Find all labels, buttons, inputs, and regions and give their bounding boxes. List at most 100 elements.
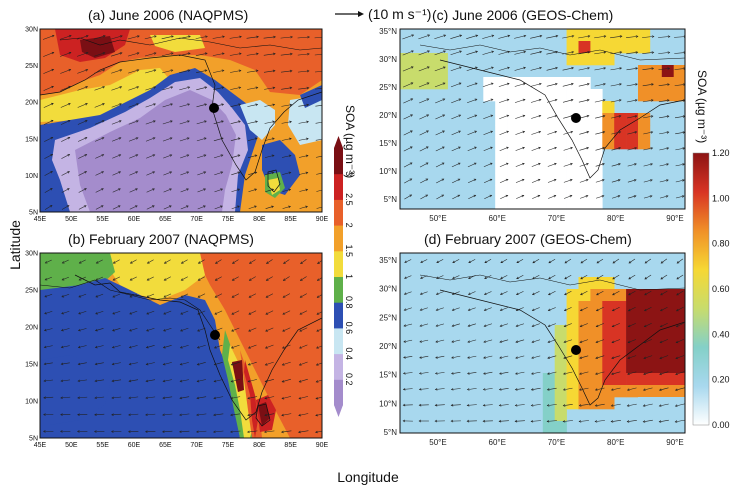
- wind-arrowhead: [498, 419, 502, 423]
- grid-cell: [495, 101, 508, 114]
- wind-arrow: [297, 36, 310, 39]
- wind-arrowhead: [84, 171, 88, 174]
- wind-arrow: [484, 307, 492, 311]
- wind-arrow: [78, 345, 87, 348]
- wind-arrow: [499, 355, 509, 359]
- grid-cell: [542, 89, 555, 102]
- wind-arrowhead: [163, 312, 167, 315]
- grid-cell: [661, 397, 674, 410]
- wind-arrowhead: [682, 179, 685, 182]
- wind-arrow: [531, 387, 541, 391]
- wind-arrowhead: [265, 295, 269, 298]
- wind-arrowhead: [482, 388, 486, 391]
- wind-arrowhead: [490, 114, 494, 118]
- wind-arrow: [659, 339, 669, 343]
- panel-d-grid: [542, 277, 685, 433]
- wind-arrow: [163, 293, 172, 298]
- wind-arrowhead: [180, 295, 184, 298]
- wind-arrow: [611, 355, 621, 359]
- wind-arrow: [610, 51, 622, 55]
- wind-arrow: [675, 403, 685, 407]
- wind-arrowhead: [145, 413, 148, 417]
- wind-arrowhead: [443, 34, 447, 37]
- wind-arrowhead: [468, 276, 471, 279]
- wind-arrow: [163, 362, 172, 365]
- wind-arrow: [61, 311, 70, 314]
- wind-arrowhead: [644, 308, 647, 312]
- grid-cell: [673, 373, 685, 386]
- wind-arrow: [95, 205, 104, 210]
- wind-arrowhead: [44, 278, 48, 281]
- wind-arrowhead: [221, 52, 225, 56]
- panel-b-wind-vectors: [43, 259, 322, 434]
- wind-arrowhead: [570, 130, 574, 134]
- wind-arrow: [280, 70, 293, 73]
- wind-arrowhead: [451, 340, 455, 343]
- wind-arrowhead: [682, 115, 685, 118]
- wind-arrowhead: [658, 420, 662, 423]
- wind-arrowhead: [538, 146, 541, 150]
- wind-arrow: [44, 137, 53, 142]
- wind-arrow: [403, 146, 413, 152]
- panel-a-frame: [39, 28, 323, 213]
- left-colorbar-bottom-extension: [334, 405, 343, 417]
- wind-arrow: [467, 178, 477, 184]
- wind-arrow: [162, 396, 173, 399]
- wind-arrow: [196, 120, 207, 125]
- wind-arrow: [467, 98, 477, 104]
- wind-arrowhead: [434, 403, 438, 407]
- grid-cell: [673, 77, 685, 90]
- wind-arrowhead: [628, 260, 632, 264]
- wind-arrow: [128, 86, 139, 91]
- wind-arrowhead: [539, 50, 543, 54]
- wind-arrowhead: [419, 308, 423, 311]
- grid-cell: [578, 29, 591, 42]
- wind-arrowhead: [170, 103, 173, 106]
- wind-arrow: [468, 194, 476, 200]
- grid-cell: [638, 125, 651, 138]
- wind-arrowhead: [538, 130, 542, 134]
- wind-arrow: [596, 195, 604, 199]
- wind-arrowhead: [491, 34, 495, 38]
- wind-arrow: [498, 35, 510, 39]
- grid-cell: [626, 301, 639, 314]
- wind-arrowhead: [442, 82, 446, 85]
- wind-arrowhead: [77, 413, 80, 416]
- wind-arrowhead: [187, 86, 191, 89]
- wind-arrowhead: [162, 345, 166, 349]
- wind-arrow: [282, 310, 291, 315]
- wind-arrow: [44, 311, 53, 314]
- wind-arrowhead: [515, 308, 519, 311]
- wind-arrow: [299, 327, 308, 332]
- wind-arrow: [531, 163, 541, 167]
- wind-arrow: [452, 307, 460, 311]
- grid-cell: [602, 385, 615, 398]
- wind-arrow: [179, 86, 190, 91]
- wind-arrowhead: [627, 324, 631, 328]
- wind-arrowhead: [644, 292, 647, 296]
- wind-arrowhead: [299, 329, 302, 332]
- wind-arrow: [249, 276, 256, 281]
- wind-arrow: [467, 355, 477, 359]
- wind-arrowhead: [404, 276, 407, 279]
- left-colorbar-segment: [334, 379, 343, 406]
- wind-arrow: [531, 147, 541, 151]
- wind-arrow: [515, 388, 525, 390]
- wind-arrow: [197, 310, 206, 315]
- grid-cell: [661, 385, 674, 398]
- wind-arrow: [468, 323, 476, 327]
- wind-arrow: [674, 84, 685, 86]
- grid-cell: [578, 197, 591, 209]
- grid-cell: [578, 101, 591, 114]
- wind-arrowhead: [633, 179, 637, 182]
- wind-arrowhead: [548, 276, 551, 280]
- wind-arrowhead: [467, 292, 471, 295]
- wind-arrowhead: [94, 379, 98, 383]
- wind-arrow: [146, 310, 155, 315]
- wind-arrowhead: [117, 205, 121, 208]
- wind-arrowhead: [145, 345, 149, 349]
- wind-arrowhead: [60, 379, 64, 383]
- wind-arrowhead: [204, 103, 208, 106]
- wind-arrow: [264, 155, 275, 158]
- wind-arrowhead: [586, 130, 590, 134]
